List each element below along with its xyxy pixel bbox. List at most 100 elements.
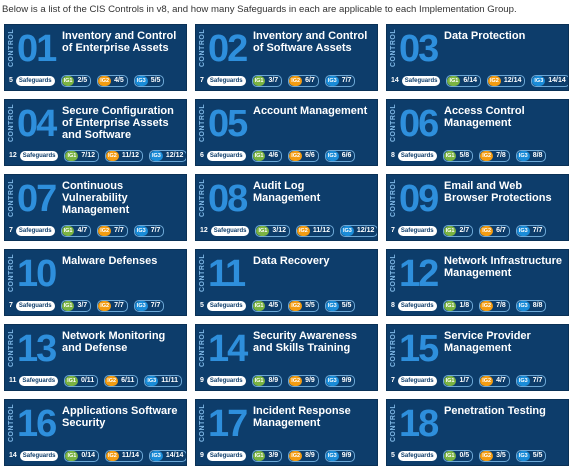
ig2-badge: IG2 3/5 <box>479 449 510 462</box>
safeguards-count: 6 Safeguards <box>199 150 246 161</box>
ig2-badge: IG2 8/9 <box>288 449 319 462</box>
control-title: Service Provider Management <box>444 330 531 354</box>
control-card[interactable]: CONTROL 16 Applications Software Security 1… <box>4 399 187 466</box>
card-header: CONTROL 17 Incident Response Management <box>196 400 377 447</box>
ig1-tag: IG1 <box>447 75 461 86</box>
card-header: CONTROL 13 Network Monitoring and Defense <box>5 325 186 372</box>
control-card[interactable]: CONTROL 06 Access Control Management 8 Safeg… <box>386 99 569 166</box>
card-footer: 14 Safeguards IG1 6/14 IG2 12/14 IG3 14/14 <box>390 74 568 87</box>
ig2-tag: IG2 <box>105 150 119 161</box>
ig3-value: 8/8 <box>532 302 543 309</box>
control-label: CONTROL <box>199 178 206 217</box>
safeguards-label: Safeguards <box>206 150 246 161</box>
card-footer: 14 Safeguards IG1 0/14 IG2 11/14 IG3 14/14 <box>8 449 186 462</box>
control-label: CONTROL <box>390 253 397 292</box>
card-footer: 7 Safeguards IG1 4/7 IG2 7/7 IG3 7/7 <box>8 224 183 237</box>
ig3-tag: IG3 <box>532 75 546 86</box>
ig2-value: 12/14 <box>503 77 522 84</box>
card-header: CONTROL 14 Security Awareness and Skills T… <box>196 325 377 372</box>
control-card[interactable]: CONTROL 02 Inventory and Control of Softwa… <box>195 24 378 91</box>
safeguards-label: Safeguards <box>19 450 59 461</box>
control-card[interactable]: CONTROL 09 Email and Web Browser Protectio… <box>386 174 569 241</box>
control-label: CONTROL <box>390 328 397 367</box>
ig2-tag: IG2 <box>98 300 112 311</box>
control-card[interactable]: CONTROL 04 Secure Configuration of Enterpr… <box>4 99 187 166</box>
control-card[interactable]: CONTROL 08 Audit Log Management 12 Safeguard… <box>195 174 378 241</box>
ig1-value: 0/5 <box>459 452 470 459</box>
ig3-value: 12/12 <box>356 227 375 234</box>
ig3-badge: IG3 9/9 <box>324 374 356 387</box>
control-card[interactable]: CONTROL 17 Incident Response Management 9 Sa… <box>195 399 378 466</box>
ig2-badge: IG2 5/5 <box>288 299 319 312</box>
control-number: 17 <box>208 403 248 445</box>
safeguards-number: 9 <box>200 377 204 384</box>
control-number: 12 <box>399 253 439 295</box>
ig1-badge: IG1 4/7 <box>60 224 92 237</box>
ig3-badge: IG3 6/6 <box>324 149 356 162</box>
ig3-value: 8/8 <box>532 152 543 159</box>
control-label: CONTROL <box>390 403 397 442</box>
ig2-tag: IG2 <box>289 375 303 386</box>
ig1-tag: IG1 <box>252 150 266 161</box>
safeguards-count: 12 Safeguards <box>8 150 59 161</box>
control-card[interactable]: CONTROL 15 Service Provider Management 7 Saf… <box>386 324 569 391</box>
control-card[interactable]: CONTROL 14 Security Awareness and Skills T… <box>195 324 378 391</box>
ig1-value: 1/8 <box>459 302 470 309</box>
ig1-value: 1/7 <box>459 377 470 384</box>
control-card[interactable]: CONTROL 01 Inventory and Control of Enterp… <box>4 24 187 91</box>
card-footer: 7 Safeguards IG1 2/7 IG2 6/7 IG3 7/7 <box>390 224 565 237</box>
ig1-tag: IG1 <box>61 300 75 311</box>
safeguards-count: 8 Safeguards <box>390 300 437 311</box>
ig3-badge: IG3 12/12 <box>149 149 186 162</box>
ig2-value: 7/7 <box>114 302 124 309</box>
card-header: CONTROL 18 Penetration Testing <box>387 400 568 447</box>
control-number: 03 <box>399 28 439 70</box>
ig2-badge: IG2 6/11 <box>104 374 139 387</box>
control-title: Network Infrastructure Management <box>444 255 562 279</box>
ig1-badge: IG1 1/7 <box>442 374 474 387</box>
ig2-badge: IG2 7/8 <box>479 149 510 162</box>
control-title: Security Awareness and Skills Training <box>253 330 357 354</box>
ig2-value: 6/11 <box>121 377 135 384</box>
ig3-value: 5/5 <box>532 452 543 459</box>
control-label: CONTROL <box>8 328 15 367</box>
ig3-badge: IG3 7/7 <box>515 374 547 387</box>
ig3-badge: IG3 14/14 <box>149 449 186 462</box>
ig3-badge: IG3 8/8 <box>515 299 547 312</box>
ig1-tag: IG1 <box>252 375 266 386</box>
control-card[interactable]: CONTROL 03 Data Protection 14 Safeguards IG1 6… <box>386 24 569 91</box>
ig2-value: 6/7 <box>305 77 315 84</box>
control-number: 06 <box>399 103 439 145</box>
control-label: CONTROL <box>8 103 15 142</box>
card-header: CONTROL 07 Continuous Vulnerability Manage… <box>5 175 186 222</box>
ig2-tag: IG2 <box>480 150 494 161</box>
safeguards-label: Safeguards <box>397 150 437 161</box>
control-title: Account Management <box>253 105 368 117</box>
card-header: CONTROL 09 Email and Web Browser Protectio… <box>387 175 568 222</box>
control-label: CONTROL <box>8 403 15 442</box>
safeguards-label: Safeguards <box>210 225 250 236</box>
ig3-badge: IG3 12/12 <box>340 224 377 237</box>
ig1-badge: IG1 0/5 <box>442 449 474 462</box>
ig2-tag: IG2 <box>480 375 494 386</box>
ig2-value: 7/8 <box>496 302 506 309</box>
safeguards-count: 12 Safeguards <box>199 225 250 236</box>
control-card[interactable]: CONTROL 10 Malware Defenses 7 Safeguards IG1 3… <box>4 249 187 316</box>
ig3-value: 14/14 <box>548 77 566 84</box>
ig1-value: 6/14 <box>463 77 477 84</box>
ig2-tag: IG2 <box>480 300 494 311</box>
control-card[interactable]: CONTROL 05 Account Management 6 Safeguards IG… <box>195 99 378 166</box>
control-card[interactable]: CONTROL 11 Data Recovery 5 Safeguards IG1 4/5 I… <box>195 249 378 316</box>
ig3-tag: IG3 <box>325 150 339 161</box>
ig1-value: 4/6 <box>268 152 279 159</box>
ig1-badge: IG1 2/5 <box>60 74 92 87</box>
intro-text: Below is a list of the CIS Controls in v… <box>2 4 517 15</box>
control-card[interactable]: CONTROL 07 Continuous Vulnerability Manage… <box>4 174 187 241</box>
ig1-tag: IG1 <box>65 375 78 386</box>
safeguards-label: Safeguards <box>15 225 55 236</box>
control-card[interactable]: CONTROL 13 Network Monitoring and Defense 1… <box>4 324 187 391</box>
control-card[interactable]: CONTROL 18 Penetration Testing 5 Safeguards I… <box>386 399 569 466</box>
control-card[interactable]: CONTROL 12 Network Infrastructure Manageme… <box>386 249 569 316</box>
control-number: 13 <box>17 328 57 370</box>
safeguards-count: 5 Safeguards <box>390 450 437 461</box>
